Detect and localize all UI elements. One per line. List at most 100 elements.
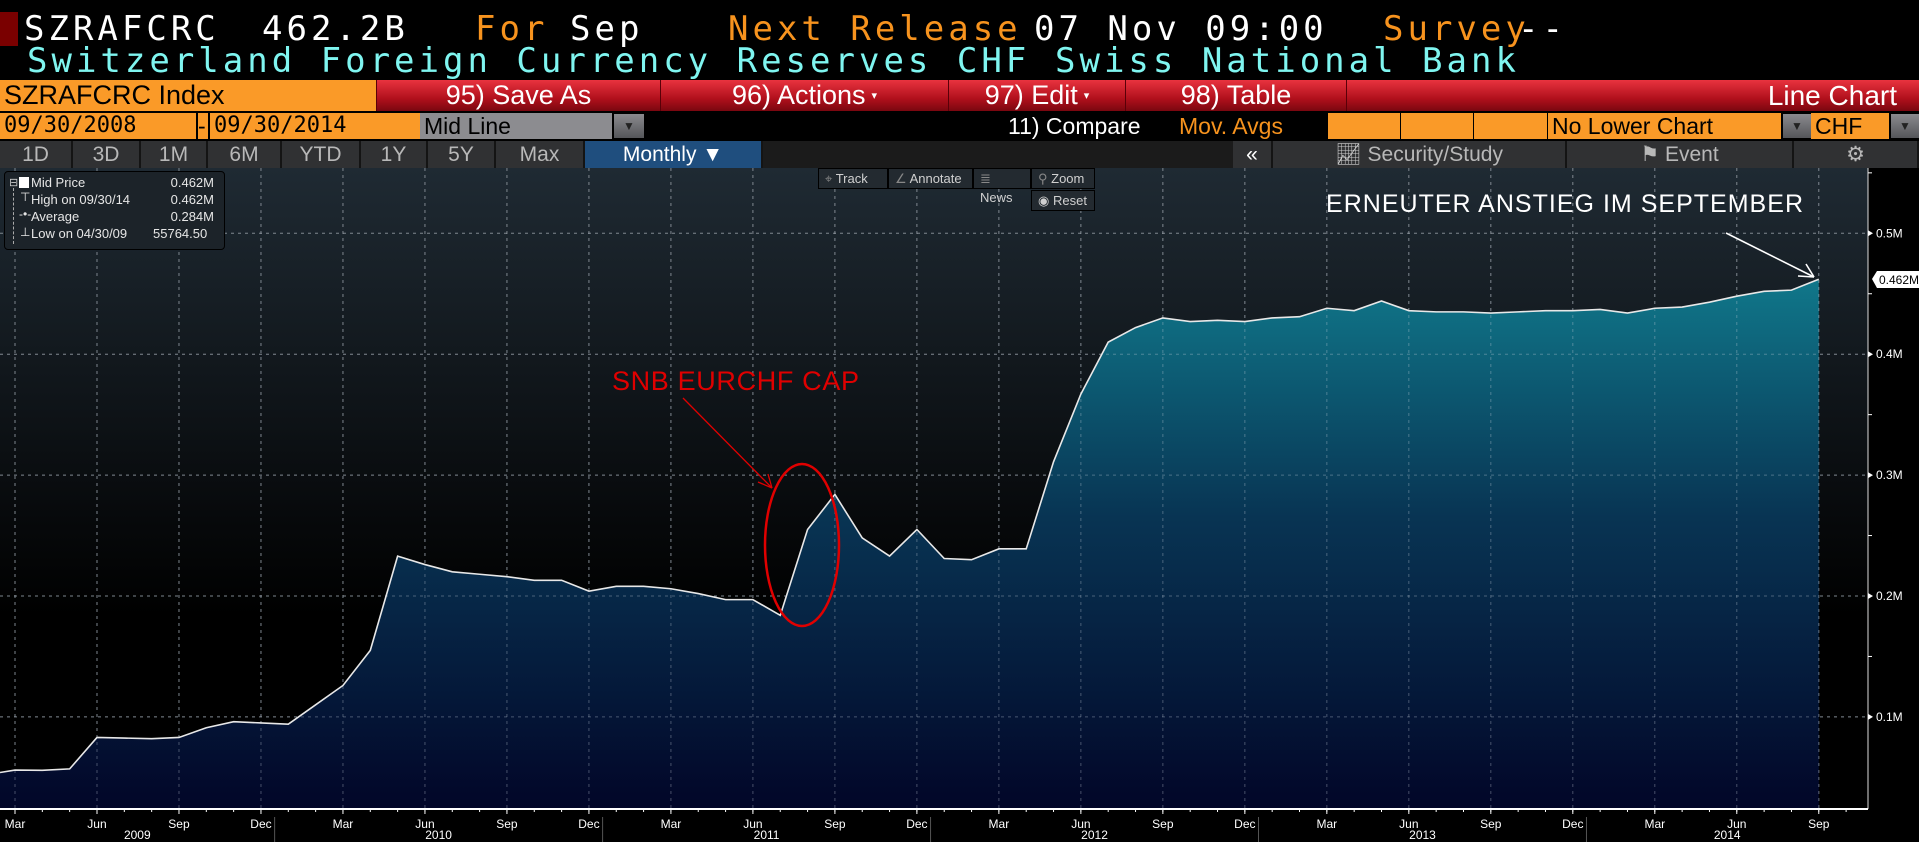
data-point [1735,294,1739,298]
table-button[interactable]: 98) Table [1126,80,1347,111]
mov-avg-field-1[interactable] [1328,113,1401,139]
tab-max[interactable]: Max [496,141,585,168]
data-point [1461,310,1465,314]
collapse-button[interactable]: « [1233,141,1273,168]
current-value: 462.2B [262,9,409,49]
x-tick-label: Mar [333,817,354,831]
chart-type-label[interactable]: Line Chart [1767,80,1897,111]
data-point [1762,289,1766,293]
year-label: 2013 [1409,828,1436,842]
mov-avg-field-2[interactable] [1401,113,1474,139]
data-point [286,722,290,726]
legend-average-label: Average [31,209,80,224]
track-button[interactable]: ⌖ Track [818,168,888,189]
track-label: Track [835,171,868,186]
reset-icon: ◉ [1038,193,1053,208]
security-field[interactable]: SZRAFCRC Index [0,80,377,111]
collapse-legend-icon[interactable]: ⊟ [9,177,19,189]
tab-1y[interactable]: 1Y [361,141,428,168]
lower-chart-dropdown-icon[interactable]: ▼ [1783,114,1811,138]
data-point [1789,288,1793,292]
data-point [642,584,646,588]
data-point [970,558,974,562]
legend-tree-line [13,188,14,244]
x-tick-label: Sep [824,817,846,831]
security-study-button[interactable]: 📈︎ Security/Study [1273,141,1567,168]
ticker: SZRAFCRC [24,9,220,49]
data-point [1188,320,1192,324]
chart-mode-dropdown-icon[interactable]: ▼ [614,114,644,138]
tab-ytd[interactable]: YTD [282,141,361,168]
data-point [1298,315,1302,319]
crosshair-icon: ⌖ [825,171,836,186]
edit-button[interactable]: 97) Edit ▾ [949,80,1126,111]
data-point [95,735,99,739]
data-point [614,584,618,588]
data-point [669,587,673,591]
save-as-button[interactable]: 95) Save As [377,80,661,111]
zoom-button[interactable]: ⚲ Zoom [1031,168,1095,189]
data-point [532,578,536,582]
chevron-down-icon: ▾ [1083,90,1090,103]
mov-avg-field-3[interactable] [1474,113,1548,139]
annotate-button[interactable]: ∠ Annotate [888,168,973,189]
data-point [1707,300,1711,304]
compare-button[interactable]: 11) Compare [1008,113,1141,139]
x-tick-label: Dec [1234,817,1255,831]
data-point [1216,318,1220,322]
chart-legend: ⊟ ⊤ -•- ⊥ Mid Price 0.462M High on 09/30… [4,171,225,250]
mov-avgs-label[interactable]: Mov. Avgs [1179,113,1283,139]
reset-button[interactable]: ◉ Reset [1031,190,1095,211]
y-tick-label: 0.5M [1876,226,1903,240]
data-point [122,736,126,740]
data-point [450,570,454,574]
magnifier-icon: ⚲ [1038,171,1052,186]
data-point [1243,320,1247,324]
data-point [505,575,509,579]
legend-low-value: 55764.50 [153,226,208,241]
data-point [1489,311,1493,315]
currency-select[interactable]: CHF [1811,113,1889,139]
data-point [1407,309,1411,313]
currency-dropdown-icon[interactable]: ▼ [1891,114,1919,138]
data-point [997,547,1001,551]
date-range-row: 09/30/2008 - 09/30/2014 Mid Line ▼ 11) C… [0,113,1919,139]
legend-mid-price-value: 0.462M [170,175,214,190]
data-point [1653,306,1657,310]
x-tick-label: Mar [5,817,26,831]
tab-3d[interactable]: 3D [73,141,141,168]
data-point [40,768,44,772]
actions-button[interactable]: 96) Actions ▾ [661,80,949,111]
september-annotation: ERNEUTER ANSTIEG IM SEPTEMBER [1326,190,1803,218]
next-release-date: 07 Nov 09:00 [1034,9,1328,49]
settings-gear-icon[interactable]: ⚙ [1794,141,1919,168]
end-date-input[interactable]: 09/30/2014 [210,113,420,139]
tab-1d[interactable]: 1D [0,141,73,168]
start-date-input[interactable]: 09/30/2008 [0,113,196,139]
data-point [724,598,728,602]
survey-label: Survey [1383,9,1530,49]
tab-1m[interactable]: 1M [141,141,208,168]
data-point [204,726,208,730]
lower-chart-select[interactable]: No Lower Chart [1548,113,1781,139]
x-tick-label: Jun [743,817,762,831]
last-value-label: 0.462M [1879,273,1919,287]
data-point [751,598,755,602]
data-point [13,768,17,772]
legend-average-value: 0.284M [170,209,214,224]
chart-mode-select[interactable]: Mid Line [420,113,612,139]
news-button[interactable]: ≣ News [973,168,1031,205]
data-point [368,648,372,652]
tab-6m[interactable]: 6M [208,141,282,168]
tab-5y[interactable]: 5Y [428,141,496,168]
september-arrow [1725,232,1815,278]
x-tick-label: Dec [578,817,599,831]
price-chart[interactable]: 0.1M 0.2M 0.3M 0.4M 0.5M Mar Jun Sep Dec Mar Jun S… [0,168,1919,842]
data-point [1079,392,1083,396]
tab-monthly[interactable]: Monthly ▼ [585,141,763,168]
x-tick-label: Dec [250,817,271,831]
event-button[interactable]: ⚑ Event [1567,141,1794,168]
data-point [314,703,318,707]
average-marker-icon: -•- [19,207,32,221]
data-point [1543,309,1547,313]
